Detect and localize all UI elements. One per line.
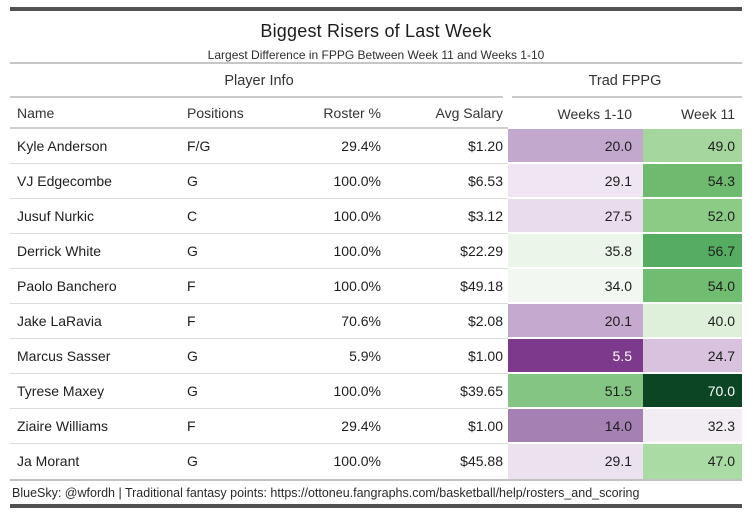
weeks-1-10-heat-cell: 20.0	[508, 129, 643, 164]
roster-pct-cell: 100.0%	[289, 234, 385, 269]
positions-cell: G	[187, 453, 198, 469]
positions-cell: F/G	[184, 129, 289, 164]
column-header-name: Name	[10, 98, 184, 129]
player-name-cell: Marcus Sasser	[10, 339, 184, 374]
table-row: VJ Edgecombe G 100.0% $6.53 29.1 54.3	[10, 164, 742, 199]
week-11-heat-cell: 40.0	[643, 304, 742, 339]
player-name-cell: Tyrese Maxey	[10, 374, 184, 409]
column-group-header-row: Player Info Trad FPPG	[10, 64, 742, 98]
positions-cell: G	[184, 164, 289, 199]
column-header-avg-salary: Avg Salary	[385, 98, 508, 129]
avg-salary-cell: $1.20	[385, 129, 508, 164]
weeks-1-10-heat-cell: 29.1	[508, 164, 643, 199]
week-11-heat-cell: 70.0	[643, 374, 742, 409]
roster-pct-cell: 100.0%	[289, 199, 385, 234]
page-title: Biggest Risers of Last Week	[260, 21, 492, 41]
table-row: Kyle Anderson F/G 29.4% $1.20 20.0 49.0	[10, 129, 742, 164]
week-11-heat-cell: 56.7	[643, 234, 742, 269]
column-header-weeks-1-10: Weeks 1-10	[557, 105, 632, 122]
roster-pct-cell: 100.0%	[333, 453, 381, 469]
avg-salary-cell: $49.18	[385, 269, 508, 304]
roster-pct-cell: 5.9%	[289, 339, 385, 374]
table-body: Kyle Anderson F/G 29.4% $1.20 20.0 49.0 …	[10, 129, 742, 479]
table-row: Jusuf Nurkic C 100.0% $3.12 27.5 52.0	[10, 199, 742, 234]
column-header-week-11: Week 11	[681, 105, 735, 122]
roster-pct-cell: 100.0%	[289, 374, 385, 409]
avg-salary-cell: $6.53	[385, 164, 508, 199]
roster-pct-cell: 100.0%	[289, 269, 385, 304]
week-11-heat-cell: 54.3	[643, 164, 742, 199]
player-name-cell: Ja Morant	[17, 453, 80, 469]
avg-salary-cell: $22.29	[385, 234, 508, 269]
week-11-heat-cell: 54.0	[643, 269, 742, 304]
column-header-row: Name Positions Roster % Avg Salary Weeks…	[10, 98, 742, 129]
avg-salary-cell: $45.88	[460, 453, 503, 469]
table-row: Jake LaRavia F 70.6% $2.08 20.1 40.0	[10, 304, 742, 339]
week-11-heat-cell: 49.0	[643, 129, 742, 164]
table-row: Paolo Banchero F 100.0% $49.18 34.0 54.0	[10, 269, 742, 304]
roster-pct-cell: 29.4%	[289, 409, 385, 444]
weeks-1-10-heat-cell: 14.0	[508, 409, 643, 444]
week-11-heat-cell: 24.7	[643, 339, 742, 374]
avg-salary-cell: $3.12	[385, 199, 508, 234]
positions-cell: G	[184, 374, 289, 409]
player-name-cell: Jusuf Nurkic	[10, 199, 184, 234]
weeks-1-10-heat-cell: 51.5	[508, 374, 643, 409]
positions-cell: F	[184, 409, 289, 444]
positions-cell: C	[184, 199, 289, 234]
avg-salary-cell: $2.08	[385, 304, 508, 339]
table-row: Marcus Sasser G 5.9% $1.00 5.5 24.7	[10, 339, 742, 374]
player-name-cell: Ziaire Williams	[10, 409, 184, 444]
column-group-player-info: Player Info	[10, 64, 508, 98]
avg-salary-cell: $1.00	[385, 339, 508, 374]
column-header-roster-pct: Roster %	[289, 98, 385, 129]
positions-cell: F	[184, 304, 289, 339]
positions-cell: G	[184, 339, 289, 374]
top-accent-bar	[10, 7, 742, 11]
weeks-1-10-heat-cell: 34.0	[508, 269, 643, 304]
table-row: Ja Morant G 100.0% $45.88 29.1 47.0	[10, 444, 742, 479]
avg-salary-cell: $39.65	[385, 374, 508, 409]
weeks-1-10-heat-cell: 5.5	[508, 339, 643, 374]
table-row: Ziaire Williams F 29.4% $1.00 14.0 32.3	[10, 409, 742, 444]
positions-cell: F	[184, 269, 289, 304]
roster-pct-cell: 29.4%	[289, 129, 385, 164]
weeks-1-10-heat-cell: 29.1	[508, 444, 643, 479]
title-block: Biggest Risers of Last Week Largest Diff…	[10, 11, 742, 64]
roster-pct-cell: 100.0%	[289, 164, 385, 199]
player-name-cell: Kyle Anderson	[10, 129, 184, 164]
roster-pct-cell: 70.6%	[289, 304, 385, 339]
player-name-cell: Paolo Banchero	[10, 269, 184, 304]
positions-cell: G	[184, 234, 289, 269]
player-name-cell: Jake LaRavia	[10, 304, 184, 339]
page-subtitle: Largest Difference in FPPG Between Week …	[207, 48, 545, 62]
table-row: Tyrese Maxey G 100.0% $39.65 51.5 70.0	[10, 374, 742, 409]
week-11-heat-cell: 52.0	[643, 199, 742, 234]
column-group-trad-fppg: Trad FPPG	[508, 64, 742, 98]
column-header-positions: Positions	[184, 98, 289, 129]
week-11-heat-cell: 32.3	[643, 409, 742, 444]
weeks-1-10-heat-cell: 27.5	[508, 199, 643, 234]
weeks-1-10-heat-cell: 20.1	[508, 304, 643, 339]
player-name-cell: VJ Edgecombe	[10, 164, 184, 199]
source-note: BlueSky: @wfordh | Traditional fantasy p…	[10, 479, 742, 504]
player-name-cell: Derrick White	[10, 234, 184, 269]
bottom-accent-bar	[10, 504, 742, 508]
weeks-1-10-heat-cell: 35.8	[508, 234, 643, 269]
table-row: Derrick White G 100.0% $22.29 35.8 56.7	[10, 234, 742, 269]
week-11-heat-cell: 47.0	[643, 444, 742, 479]
avg-salary-cell: $1.00	[385, 409, 508, 444]
